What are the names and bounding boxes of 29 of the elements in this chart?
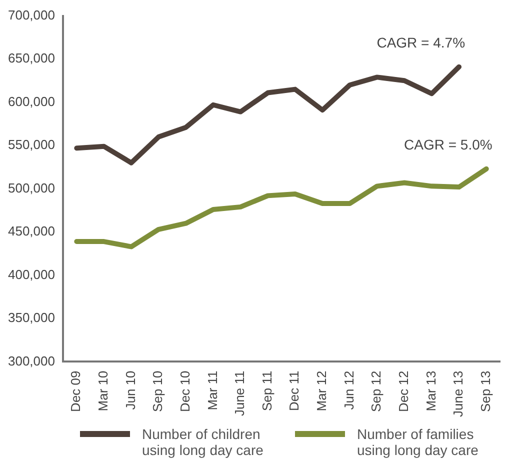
legend-label: Number of families using long day care (357, 426, 480, 458)
y-tick-label: 300,000 (8, 353, 55, 368)
x-tick-label: Dec 10 (177, 370, 192, 412)
x-tick-label: Jun 10 (122, 370, 138, 410)
x-tick-label: Dec 11 (286, 370, 302, 411)
annotation: CAGR = 5.0% (404, 136, 492, 153)
y-tick-label: 450,000 (8, 224, 55, 239)
annotation: CAGR = 4.7% (376, 34, 466, 51)
y-tick-label: 550,000 (8, 137, 55, 152)
y-tick-label: 350,000 (8, 310, 55, 326)
y-tick-label: 500,000 (8, 180, 55, 196)
y-tick-label: 400,000 (8, 266, 55, 282)
x-tick-label: Mar 10 (96, 370, 111, 412)
y-tick-label: 700,000 (8, 7, 55, 22)
x-tick-label: Sep 12 (368, 370, 384, 412)
y-tick-label: 600,000 (8, 94, 55, 109)
x-tick-label: Dec 09 (68, 370, 84, 412)
x-tick-label: Mar 12 (314, 370, 330, 412)
x-tick-label: Sep 13 (478, 370, 493, 412)
x-tick-label: Mar 11 (204, 370, 220, 410)
y-tick-label: 650,000 (8, 50, 55, 66)
x-tick-label: Jun 12 (341, 370, 356, 410)
x-tick-label: Sep 11 (259, 370, 274, 411)
x-tick-label: Dec 12 (396, 370, 411, 412)
legend-label: Number of children using long day care (142, 426, 264, 458)
x-tick-label: Sep 10 (150, 370, 166, 412)
x-tick-label: June 11 (232, 370, 248, 416)
x-tick-label: June 13 (450, 370, 466, 418)
x-tick-label: Mar 13 (423, 370, 438, 412)
